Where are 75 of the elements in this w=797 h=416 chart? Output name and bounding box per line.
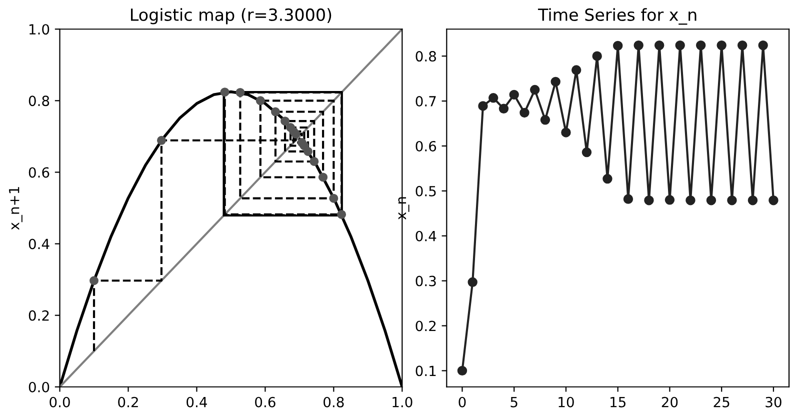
point [220,88,230,97]
y-tick-label: 0.1 [416,366,436,376]
point [280,116,290,126]
y-tick-label: 0.6 [28,167,50,178]
x-tick-label: 10 [558,396,574,408]
point [696,40,706,50]
point [498,104,509,114]
y-tick-label: 0.0 [28,382,50,392]
y-tick-label: 0.8 [28,96,50,106]
point [550,76,560,87]
y-tick-label: 0.4 [416,230,436,242]
point [644,196,654,206]
point [540,115,550,125]
point [612,40,623,51]
point [303,146,312,156]
point [748,196,758,206]
y-tick-label: 0.5 [416,186,436,196]
x-tick-label: 0.2 [118,396,138,408]
point [286,123,296,132]
x-tick-label: 20 [662,396,678,408]
chart-title: Time Series for x_n [538,8,696,25]
point [561,128,571,138]
point [686,196,696,206]
point [571,65,582,75]
point [488,93,498,103]
y-tick-label: 0.6 [416,140,436,152]
point [602,174,612,184]
point [716,40,726,50]
point [520,108,530,118]
y-tick-label: 0.2 [416,320,436,332]
x-tick-label: 0.8 [324,396,344,408]
x-tick-label: 0 [458,396,466,408]
chart-title: Logistic map (r=3.3000) [131,8,332,24]
point [236,88,245,97]
point [623,194,634,204]
y-tick-label: 0.8 [416,51,436,62]
point [634,40,644,50]
x-tick-label: 0.0 [50,396,70,408]
point [337,210,346,219]
point [156,136,166,145]
point [530,84,540,95]
y-tick-label: 1.0 [29,24,50,35]
y-axis-title: x_n [398,197,410,220]
x-tick-label: 0.4 [186,396,207,408]
point [270,107,280,116]
point [654,40,664,50]
point [468,277,478,288]
point [768,196,778,206]
point [256,96,265,106]
point [310,156,319,166]
point [329,194,338,203]
point [90,276,99,286]
point [727,196,737,206]
x-tick-label: 1.0 [392,396,412,408]
x-tick-label: 0.6 [255,396,276,408]
point [478,101,488,111]
point [582,147,592,158]
point [758,40,768,50]
y-tick-label: 0.3 [416,276,436,286]
y-tick-label: 0.4 [28,238,50,250]
y-axis-title: x_n+1 [9,187,22,230]
x-tick-label: 30 [766,396,782,408]
x-tick-label: 15 [610,397,626,408]
point [509,90,519,100]
point [457,366,468,376]
y-tick-label: 0.2 [28,310,49,321]
point [675,40,685,50]
point [706,196,716,206]
point [318,172,328,182]
x-tick-label: 25 [714,396,730,408]
point [664,195,675,205]
point [737,40,748,50]
x-tick-label: 5 [510,397,518,408]
y-tick-label: 0.7 [416,96,436,107]
point [592,51,602,61]
